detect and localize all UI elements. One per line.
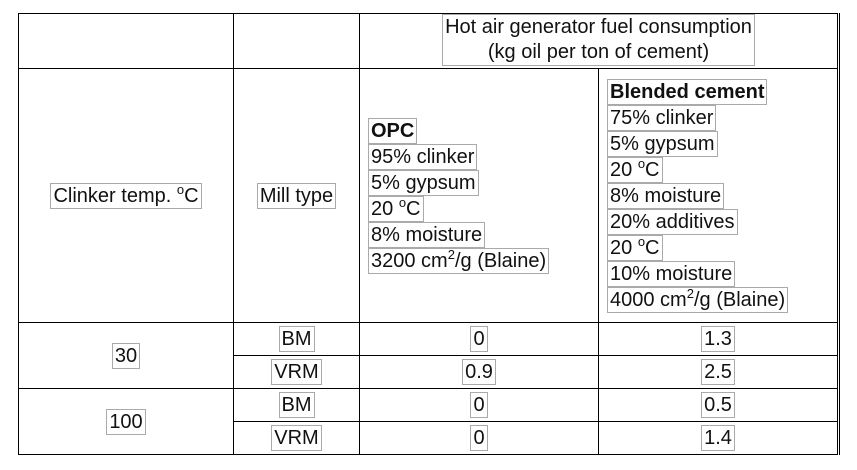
text-line: 5% gypsum: [368, 169, 479, 196]
text-line: 95% clinker: [368, 143, 478, 170]
text-line: 20% additives: [607, 208, 738, 235]
table-row: VRM 0.9 2.5: [19, 355, 839, 389]
superscript: 2: [686, 285, 694, 301]
data-cell: 0: [359, 421, 599, 455]
data-cell: 0.5: [598, 388, 839, 422]
temp-cell: 100: [18, 388, 234, 455]
header-cell: Mill type: [233, 68, 360, 323]
text-line: 0.9: [462, 359, 496, 385]
data-cell: 0.9: [359, 355, 599, 389]
superscript: 2: [447, 246, 455, 262]
text-line: BM: [278, 326, 315, 352]
title-cell: Hot air generator fuel consumption (kg oi…: [359, 13, 839, 69]
text-line: 30: [111, 342, 141, 369]
table-row: Clinker temp. oC Mill type OPC 95% clinker 5…: [18, 68, 839, 323]
text-line: Blended cement: [607, 78, 768, 105]
title-line: (kg oil per ton of cement): [487, 41, 710, 63]
superscript: o: [637, 155, 646, 171]
data-cell: VRM: [233, 421, 360, 455]
text-line: 20 oC: [607, 233, 663, 261]
header-block: OPC 95% clinker 5% gypsum 20 oC 8% moisture 3…: [368, 117, 550, 274]
text: C: [645, 236, 660, 259]
text-line: 0: [470, 392, 488, 418]
data-cell: 0: [359, 388, 599, 422]
data-cell: 0: [359, 322, 599, 356]
empty-cell: [18, 13, 234, 69]
superscript: o: [176, 181, 185, 197]
header-block: Blended cement 75% clinker 5% gypsum 20 oC 8…: [607, 78, 789, 313]
text-line: 20 oC: [368, 194, 424, 222]
data-cell: VRM: [233, 355, 360, 389]
table-row: VRM 0 1.4: [19, 421, 839, 455]
data-cell: BM: [233, 388, 360, 422]
table-row: 30 BM 0 1.3: [18, 322, 839, 389]
text-line: 0.5: [701, 392, 735, 418]
data-cell: 1.4: [598, 421, 839, 455]
header-cell: OPC 95% clinker 5% gypsum 20 oC 8% moisture 3…: [359, 68, 599, 323]
superscript: o: [398, 194, 407, 210]
header-cell: Blended cement 75% clinker 5% gypsum 20 oC 8…: [598, 68, 839, 323]
text-line: Clinker temp. oC: [50, 181, 202, 209]
text: 20: [610, 236, 638, 259]
text-line: 20 oC: [607, 155, 663, 183]
text-line: 5% gypsum: [607, 130, 718, 157]
text-line: Mill type: [256, 182, 337, 209]
text-line: 10% moisture: [607, 260, 736, 287]
text: /g (Blaine): [454, 249, 547, 272]
text-line: 8% moisture: [368, 221, 486, 248]
text-line: 100: [106, 408, 146, 435]
empty-cell: [233, 13, 360, 69]
bold-text: Blended cement: [610, 80, 765, 103]
text-line: 1.3: [701, 326, 735, 352]
text: C: [184, 184, 199, 207]
text: 20: [610, 158, 638, 181]
text-line: 1.4: [701, 425, 735, 451]
text-line: 0: [470, 326, 488, 352]
text: Clinker temp.: [53, 184, 177, 207]
fuel-table: Hot air generator fuel consumption (kg oi…: [18, 13, 840, 455]
text: C: [645, 158, 660, 181]
text-line: 75% clinker: [607, 104, 717, 131]
data-cell: BM: [233, 322, 360, 356]
text-line: BM: [278, 392, 315, 418]
title: Hot air generator fuel consumption (kg oi…: [442, 14, 755, 66]
text: 20: [371, 197, 399, 220]
data-cell: 1.3: [598, 322, 839, 356]
text-line: 3200 cm2/g (Blaine): [368, 246, 550, 274]
text-line: 0: [470, 425, 488, 451]
bold-text: OPC: [371, 119, 415, 142]
data-cell: 2.5: [598, 355, 839, 389]
text-line: VRM: [271, 425, 322, 451]
text: C: [406, 197, 421, 220]
header-cell: Clinker temp. oC: [18, 68, 234, 323]
superscript: o: [637, 233, 646, 249]
text-line: OPC: [368, 117, 418, 144]
text-line: VRM: [271, 359, 322, 385]
text: /g (Blaine): [693, 288, 786, 311]
text-line: 8% moisture: [607, 182, 725, 209]
text-line: 2.5: [701, 359, 735, 385]
title-line: Hot air generator fuel consumption: [445, 16, 752, 38]
text: 3200 cm: [371, 249, 448, 272]
temp-cell: 30: [18, 322, 234, 389]
text-line: 4000 cm2/g (Blaine): [607, 285, 789, 313]
text: 4000 cm: [610, 288, 687, 311]
table-row: 100 BM 0 0.5: [18, 388, 839, 455]
table-row: Hot air generator fuel consumption (kg oi…: [18, 13, 839, 69]
